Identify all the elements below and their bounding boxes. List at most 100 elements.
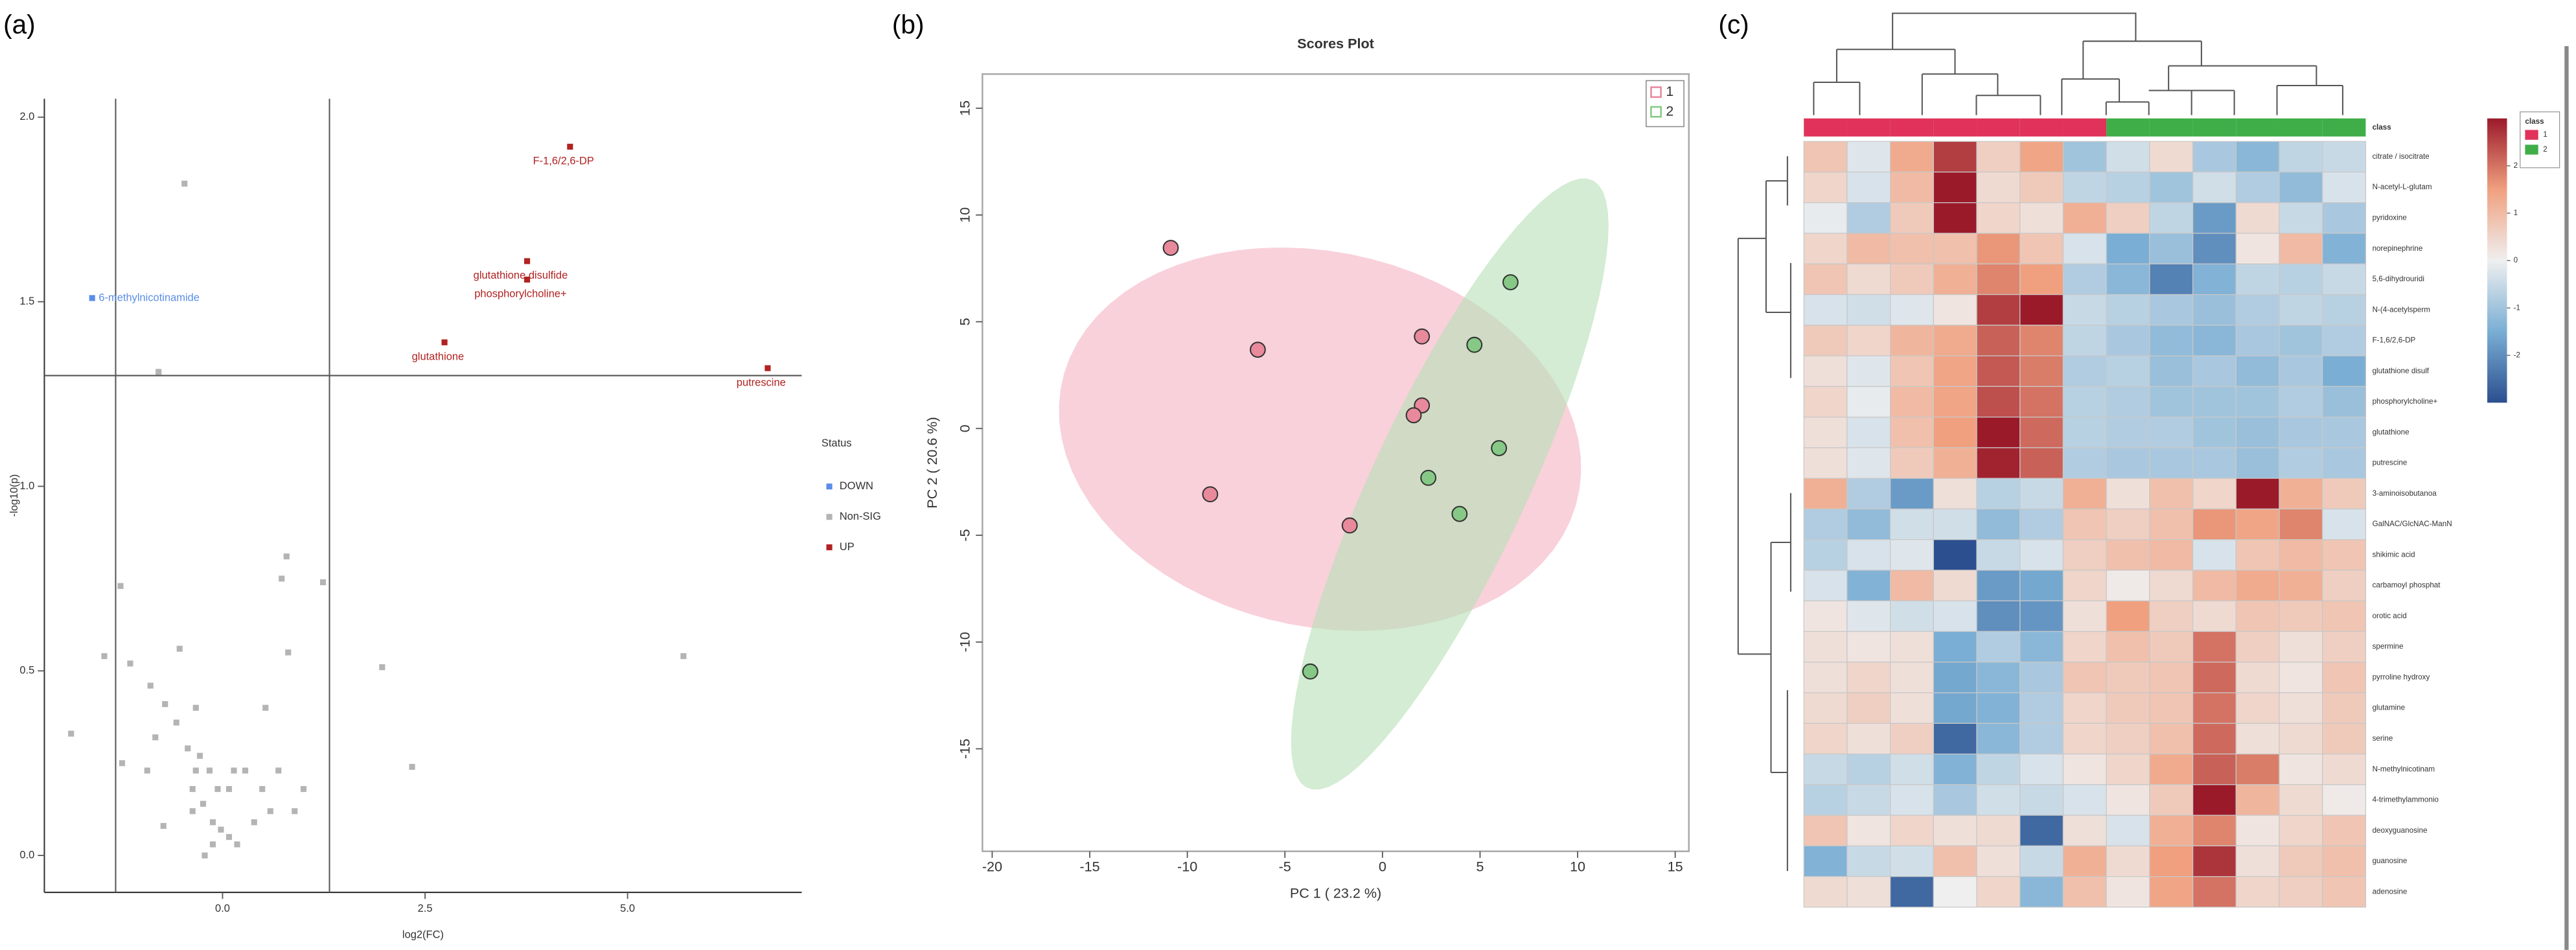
point: [173, 719, 179, 726]
y-tick-label: 15: [957, 100, 973, 116]
legend-label: 1: [1666, 83, 1673, 99]
heatmap-cell: [1976, 662, 2021, 693]
heatmap-cell: [2235, 478, 2280, 510]
heatmap-cell: [1803, 263, 1848, 295]
heatmap-cell: [2279, 386, 2323, 418]
heatmap-cell: [1933, 202, 1977, 234]
heatmap-cell: [1803, 692, 1848, 724]
y-tick-label: 2.0: [19, 111, 34, 122]
heatmap-cell: [1889, 570, 1934, 601]
heatmap-cell: [2019, 662, 2064, 693]
heatmap-cell: [2149, 202, 2194, 234]
heatmap-cell: [1803, 600, 1848, 632]
x-tick-label: -20: [982, 859, 1002, 875]
point-label: glutathione: [412, 351, 465, 362]
heatmap-cell: [1976, 539, 2021, 571]
point: [155, 369, 162, 375]
point: [89, 295, 95, 301]
row-dendrogram: [1737, 156, 1791, 872]
heatmap-cell: [2149, 662, 2194, 693]
heatmap-cell: [2019, 355, 2064, 388]
heatmap-cell: [2062, 753, 2107, 785]
point: [218, 826, 224, 833]
heatmap-cell: [2019, 325, 2064, 356]
point: [162, 701, 168, 708]
row-label: deoxyguanosine: [2373, 826, 2428, 835]
point: [524, 276, 531, 283]
heatmap-cell: [2062, 171, 2107, 203]
class-legend-label: 1: [2543, 130, 2547, 139]
heatmap-cell: [1976, 355, 2021, 388]
heatmap-cell: [1976, 263, 2021, 295]
heatmap-cell: [2322, 723, 2367, 755]
heatmap-cell: [1846, 202, 1891, 234]
heatmap-cell: [2192, 692, 2237, 724]
heatmap-cell: [2019, 600, 2064, 632]
heatmap-cell: [1933, 447, 1977, 479]
x-tick-label: 10: [1570, 859, 1585, 875]
class-bar-label: class: [2373, 123, 2391, 132]
heatmap-cell: [2106, 325, 2150, 356]
point: [409, 763, 415, 770]
heatmap-cell: [2235, 294, 2280, 326]
heatmap-cell: [2235, 508, 2280, 540]
heatmap-cell: [2279, 662, 2323, 693]
point: [231, 767, 237, 774]
row-label: glutathione disulf: [2373, 367, 2430, 375]
row-label: phosphorylcholine+: [2373, 397, 2438, 406]
heatmap-cell: [2322, 202, 2367, 234]
heatmap-cell: [2322, 171, 2367, 203]
point: [1202, 486, 1219, 503]
heatmap-cell: [2106, 355, 2150, 388]
heatmap-cell: [1976, 723, 2021, 755]
row-label: GalNAC/GlcNAC-ManN: [2373, 520, 2452, 528]
row-label: glutamine: [2373, 704, 2406, 712]
heatmap-cell: [1846, 325, 1891, 356]
heatmap-cell: [1889, 325, 1934, 356]
heatmap-cell: [2106, 692, 2150, 724]
heatmap-cell: [2279, 600, 2323, 632]
heatmap-cell: [1803, 417, 1848, 448]
point: [1414, 328, 1431, 345]
heatmap-cell: [2019, 171, 2064, 203]
heatmap-cell: [1803, 723, 1848, 755]
heatmap-cell: [2192, 447, 2237, 479]
heatmap-cell: [2279, 631, 2323, 663]
heatmap-cell: [2322, 570, 2367, 601]
heatmap-cell: [1933, 141, 1977, 173]
point: [1420, 469, 1437, 486]
heatmap-cell: [1846, 815, 1891, 846]
heatmap-cell: [1933, 325, 1977, 356]
point: [283, 553, 290, 560]
heatmap-cell: [2192, 631, 2237, 663]
heatmap-cell: [2106, 141, 2150, 173]
point: [1502, 274, 1519, 290]
heatmap-cell: [2279, 141, 2323, 173]
heatmap-cell: [2235, 233, 2280, 264]
heatmap-cell: [2322, 753, 2367, 785]
heatmap-cell: [2106, 723, 2150, 755]
heatmap-cell: [2062, 662, 2107, 693]
heatmap-cell: [2019, 631, 2064, 663]
heatmap-cell: [2149, 723, 2194, 755]
heatmap-cell: [1803, 784, 1848, 816]
point: [117, 583, 124, 589]
heatmap-cell: [1803, 631, 1848, 663]
heatmap-cell: [1889, 753, 1934, 785]
x-axis-label: PC 1 ( 23.2 %): [1290, 885, 1381, 901]
heatmap-cell: [1976, 692, 2021, 724]
heatmap-cell: [1803, 662, 1848, 693]
heatmap-cell: [1846, 600, 1891, 632]
heatmap-cell: [2062, 202, 2107, 234]
point: [1162, 240, 1179, 256]
heatmap-cell: [1933, 600, 1977, 632]
point: [1341, 517, 1358, 534]
point-label: glutathione disulfide: [474, 270, 568, 281]
heatmap-cell: [2106, 294, 2150, 326]
heatmap-cell: [2149, 478, 2194, 510]
colorbar-tick-label: -1: [2514, 303, 2520, 312]
heatmap-cell: [1976, 141, 2021, 173]
point: [275, 767, 282, 774]
heatmap-cell: [1846, 233, 1891, 264]
